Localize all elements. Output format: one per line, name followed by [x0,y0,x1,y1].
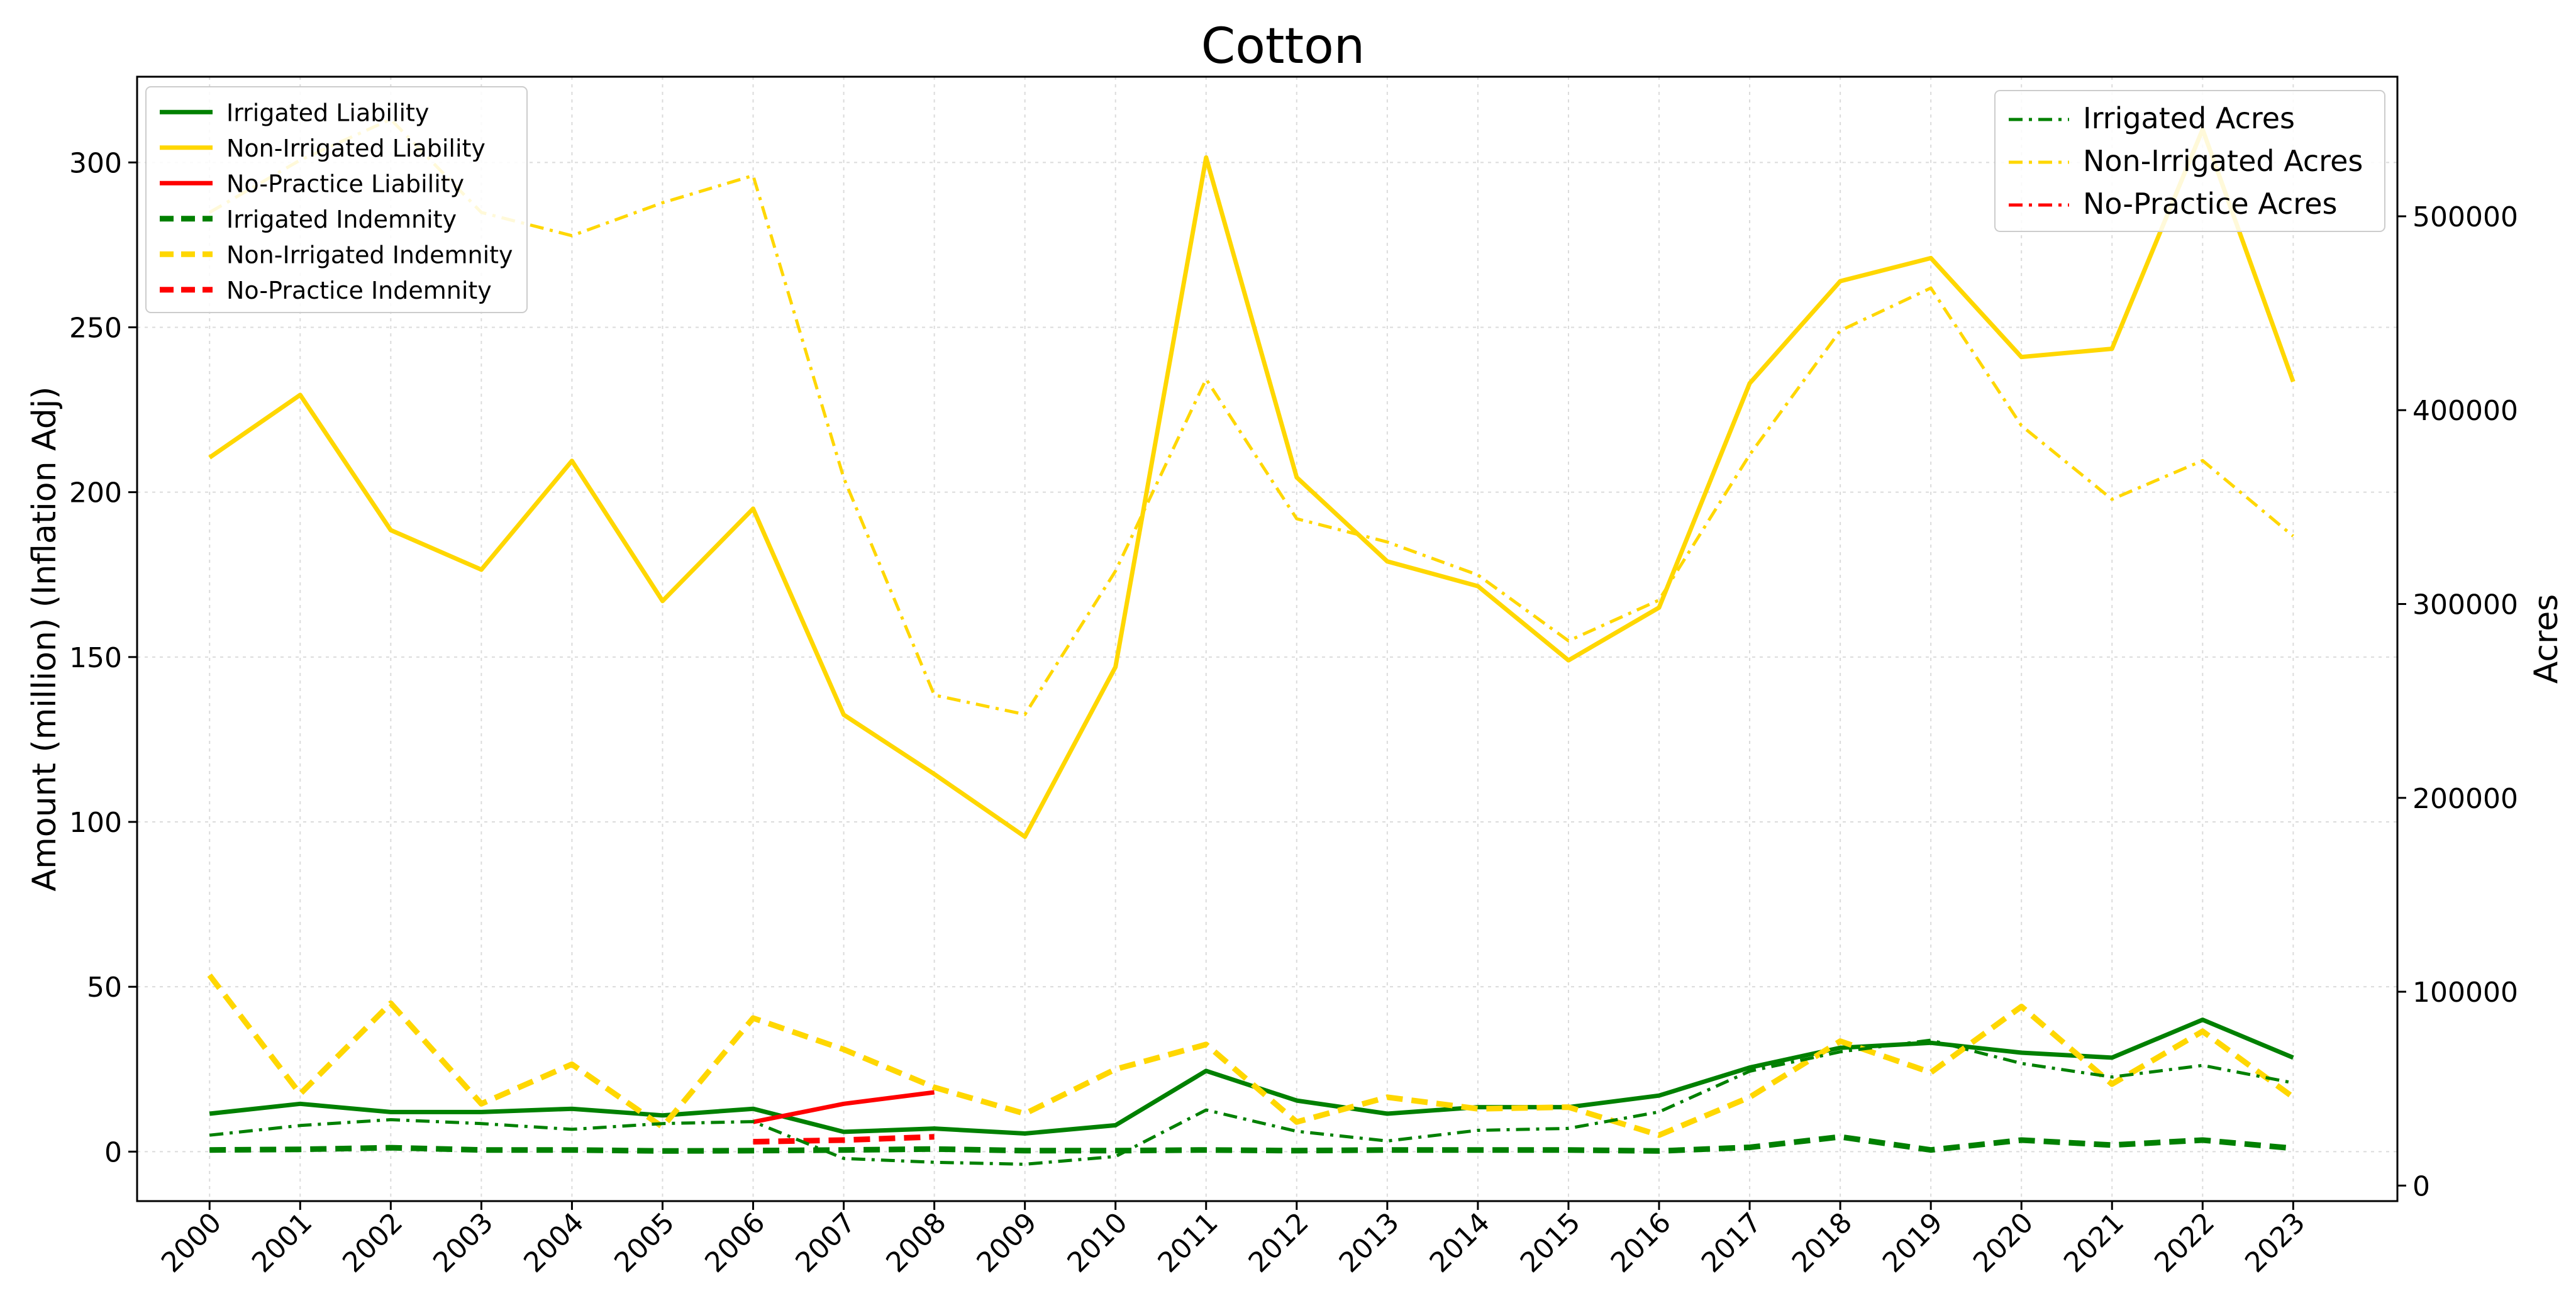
legend-label-no-practice-liability: No-Practice Liability [226,170,464,197]
y2-tick-label: 0 [2412,1170,2430,1202]
y-axis-label: Amount (million) (Inflation Adj) [26,387,64,892]
plot-frame [136,75,2399,1202]
y2-tick-label: 500000 [2412,201,2518,233]
y-tick-label: 0 [104,1136,122,1168]
series-line-irrigated-indemnity [209,1134,2294,1154]
series-line-non-irrigated-acres [208,118,2294,716]
y2-tick-label: 100000 [2412,977,2518,1009]
series-line-non-irrigated-liability [208,127,2296,840]
y2-axis-label: Acres [2528,594,2565,684]
chart-title: Cotton [1201,18,1365,75]
series-line-irrigated-acres [209,1038,2294,1166]
y-tick-label: 250 [69,312,122,344]
legend-frame [145,86,528,313]
grid-lines [137,77,2397,1201]
legend-label-non-irrigated-liability: Non-Irrigated Liability [226,135,486,162]
legend-label-no-practice-indemnity: No-Practice Indemnity [226,277,492,304]
legend-label-non-irrigated-acres: Non-Irrigated Acres [2083,144,2363,178]
y-tick-label: 200 [69,477,122,509]
y-axis-left: 0 50 100 150 200 250 300 [69,147,137,1168]
series-line-no-practice-indemnity [753,1134,935,1145]
y2-tick-label: 400000 [2412,395,2518,427]
legend-label-no-practice-acres: No-Practice Acres [2083,187,2337,221]
legend-frame [1994,90,2385,232]
legend-label-irrigated-liability: Irrigated Liability [226,99,429,126]
legend-label-irrigated-acres: Irrigated Acres [2083,101,2295,135]
legend-right: Irrigated Acres Non-Irrigated Acres No-Pra… [1994,90,2385,232]
y-tick-label: 300 [69,147,122,179]
y-tick-label: 50 [87,972,122,1004]
legend-left: Irrigated Liability Non-Irrigated Liabili… [145,86,528,313]
legend-label-non-irrigated-indemnity: Non-Irrigated Indemnity [226,241,513,269]
y-tick-label: 100 [69,807,122,839]
y-axis-right: 0 100000 200000 300000 400000 500000 [2397,201,2518,1202]
series-line-no-practice-liability [752,1090,935,1124]
y2-tick-label: 300000 [2412,589,2518,621]
y2-tick-label: 200000 [2412,783,2518,815]
y-tick-label: 150 [69,642,122,674]
legend-label-irrigated-indemnity: Irrigated Indemnity [226,206,457,233]
series-layer [207,118,2296,1166]
